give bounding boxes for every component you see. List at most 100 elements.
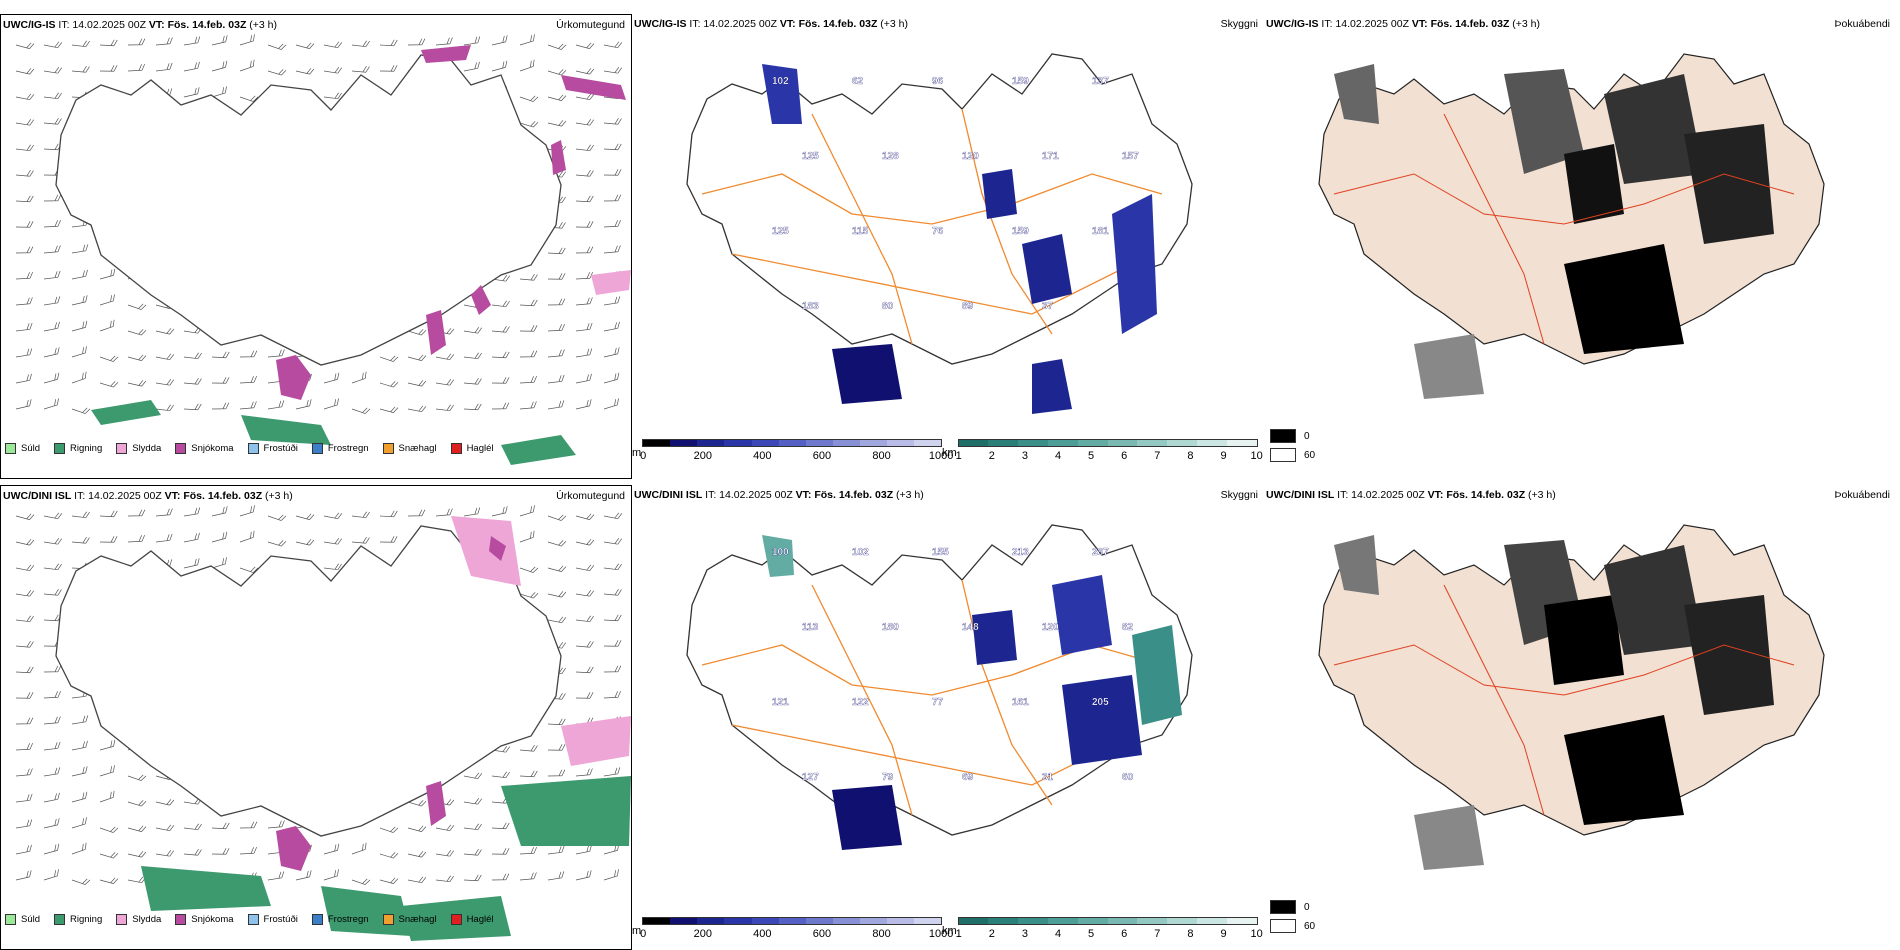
low-visibility-areas xyxy=(762,535,1182,850)
visibility-panel-dini: UWC/DINI ISL IT: 14.02.2025 00Z VT: Fös.… xyxy=(632,485,1264,950)
colorbar-gradient: 1 2 3 4 5 6 7 8 9 10 xyxy=(956,917,1263,940)
wind-barb xyxy=(71,791,88,803)
wind-barb xyxy=(15,870,32,881)
wind-barb xyxy=(295,870,312,881)
wind-barb xyxy=(127,851,147,858)
wind-barb xyxy=(603,245,621,254)
wind-barb xyxy=(435,875,454,883)
wind-barb xyxy=(43,92,62,100)
colorbar-segment xyxy=(778,918,806,924)
wind-barb xyxy=(15,221,34,228)
wind-barb xyxy=(71,66,90,73)
legend-label: Súld xyxy=(21,913,41,925)
panel-header: UWC/DINI ISL IT: 14.02.2025 00Z VT: Fös.… xyxy=(634,489,924,501)
wind-barb xyxy=(127,38,146,46)
wind-barb xyxy=(547,718,566,726)
wind-barb xyxy=(239,505,255,517)
wind-barb xyxy=(379,39,398,47)
legend-label: Rigning xyxy=(70,442,103,454)
wind-barb xyxy=(127,774,147,781)
wind-barb xyxy=(15,348,33,358)
panel-title: Úrkomutegund xyxy=(556,490,625,502)
wind-barb xyxy=(575,692,594,699)
wind-barb xyxy=(547,374,565,384)
wind-barb xyxy=(435,850,455,857)
wind-barb xyxy=(575,93,595,101)
wind-barb xyxy=(15,42,35,49)
colorbar-gradient: 0 200 400 600 800 1000 xyxy=(640,917,953,940)
wind-barb xyxy=(603,347,620,358)
visibility-label: 157 xyxy=(1122,151,1139,162)
wind-barb xyxy=(71,817,87,829)
wind-barb xyxy=(211,35,228,46)
iceland-outline xyxy=(686,53,1193,365)
wind-barb xyxy=(575,513,595,520)
iceland-map xyxy=(1318,53,1825,399)
legend-item: Slydda xyxy=(116,913,161,925)
fog-areas xyxy=(1334,64,1774,399)
wind-barb xyxy=(15,564,35,572)
wind-barb xyxy=(183,532,200,543)
wind-barb xyxy=(547,845,565,855)
visibility-label: 183 xyxy=(802,301,819,312)
fog-legend-item: 60 xyxy=(1270,919,1315,933)
wind-barb xyxy=(295,539,315,546)
wind-barb xyxy=(71,269,88,280)
wind-barb xyxy=(295,399,312,410)
wind-barb xyxy=(99,877,119,884)
wind-barb xyxy=(379,510,398,518)
wind-barb xyxy=(603,563,622,571)
wind-barb xyxy=(407,876,427,884)
visibility-label: 89 xyxy=(962,301,974,312)
wind-barb xyxy=(351,407,371,414)
visibility-label: 180 xyxy=(882,622,899,633)
wind-barb xyxy=(71,511,90,519)
wind-barb xyxy=(575,246,594,254)
wind-barb xyxy=(323,538,343,545)
colorbar-segment xyxy=(1197,918,1227,924)
wind-barb xyxy=(43,296,61,306)
wind-barb xyxy=(155,508,173,517)
legend-swatch xyxy=(450,913,462,925)
wind-barb xyxy=(71,295,88,306)
wind-barb xyxy=(71,878,91,885)
wind-barb xyxy=(155,379,175,386)
wind-barb xyxy=(71,407,91,414)
fog-legend-swatch xyxy=(1270,900,1296,914)
wind-barb xyxy=(183,849,202,856)
wind-barb xyxy=(407,329,427,336)
panel-title: Skyggni xyxy=(1220,489,1258,501)
visibility-label: 159 xyxy=(1012,226,1029,237)
visibility-label: 82 xyxy=(1122,622,1134,633)
wind-barb xyxy=(575,119,595,126)
precip-type-panel-dini: UWC/DINI ISL IT: 14.02.2025 00Z VT: Fös.… xyxy=(0,485,632,950)
wind-barb xyxy=(155,850,175,857)
panel-title: Þokuábendi xyxy=(1834,489,1890,501)
wind-barb xyxy=(519,872,537,881)
wind-barb xyxy=(211,848,230,855)
legend-label: Haglél xyxy=(466,913,494,925)
wind-barb xyxy=(575,564,595,572)
wind-barb xyxy=(71,40,90,48)
wind-barb xyxy=(15,590,35,597)
wind-barb xyxy=(575,68,595,75)
wind-barb xyxy=(435,824,455,832)
wind-barb xyxy=(519,846,537,855)
colorbar-segment xyxy=(643,440,671,446)
wind-barb xyxy=(99,381,119,388)
visibility-label: 60 xyxy=(1122,772,1134,783)
precip-areas xyxy=(141,516,631,941)
wind-barb xyxy=(519,592,539,599)
wind-barb xyxy=(491,873,510,881)
wind-barb xyxy=(43,563,62,571)
colorbar-segment xyxy=(1226,918,1257,924)
colorbar-segment xyxy=(832,918,860,924)
wind-barb xyxy=(43,690,61,699)
visibility-label: 102 xyxy=(772,76,789,87)
wind-barb xyxy=(519,350,538,358)
fog-legend-swatch xyxy=(1270,919,1296,933)
wind-barb xyxy=(239,59,255,72)
visibility-label: 77 xyxy=(932,697,944,708)
wind-barb xyxy=(407,509,426,517)
wind-barb xyxy=(323,372,340,384)
